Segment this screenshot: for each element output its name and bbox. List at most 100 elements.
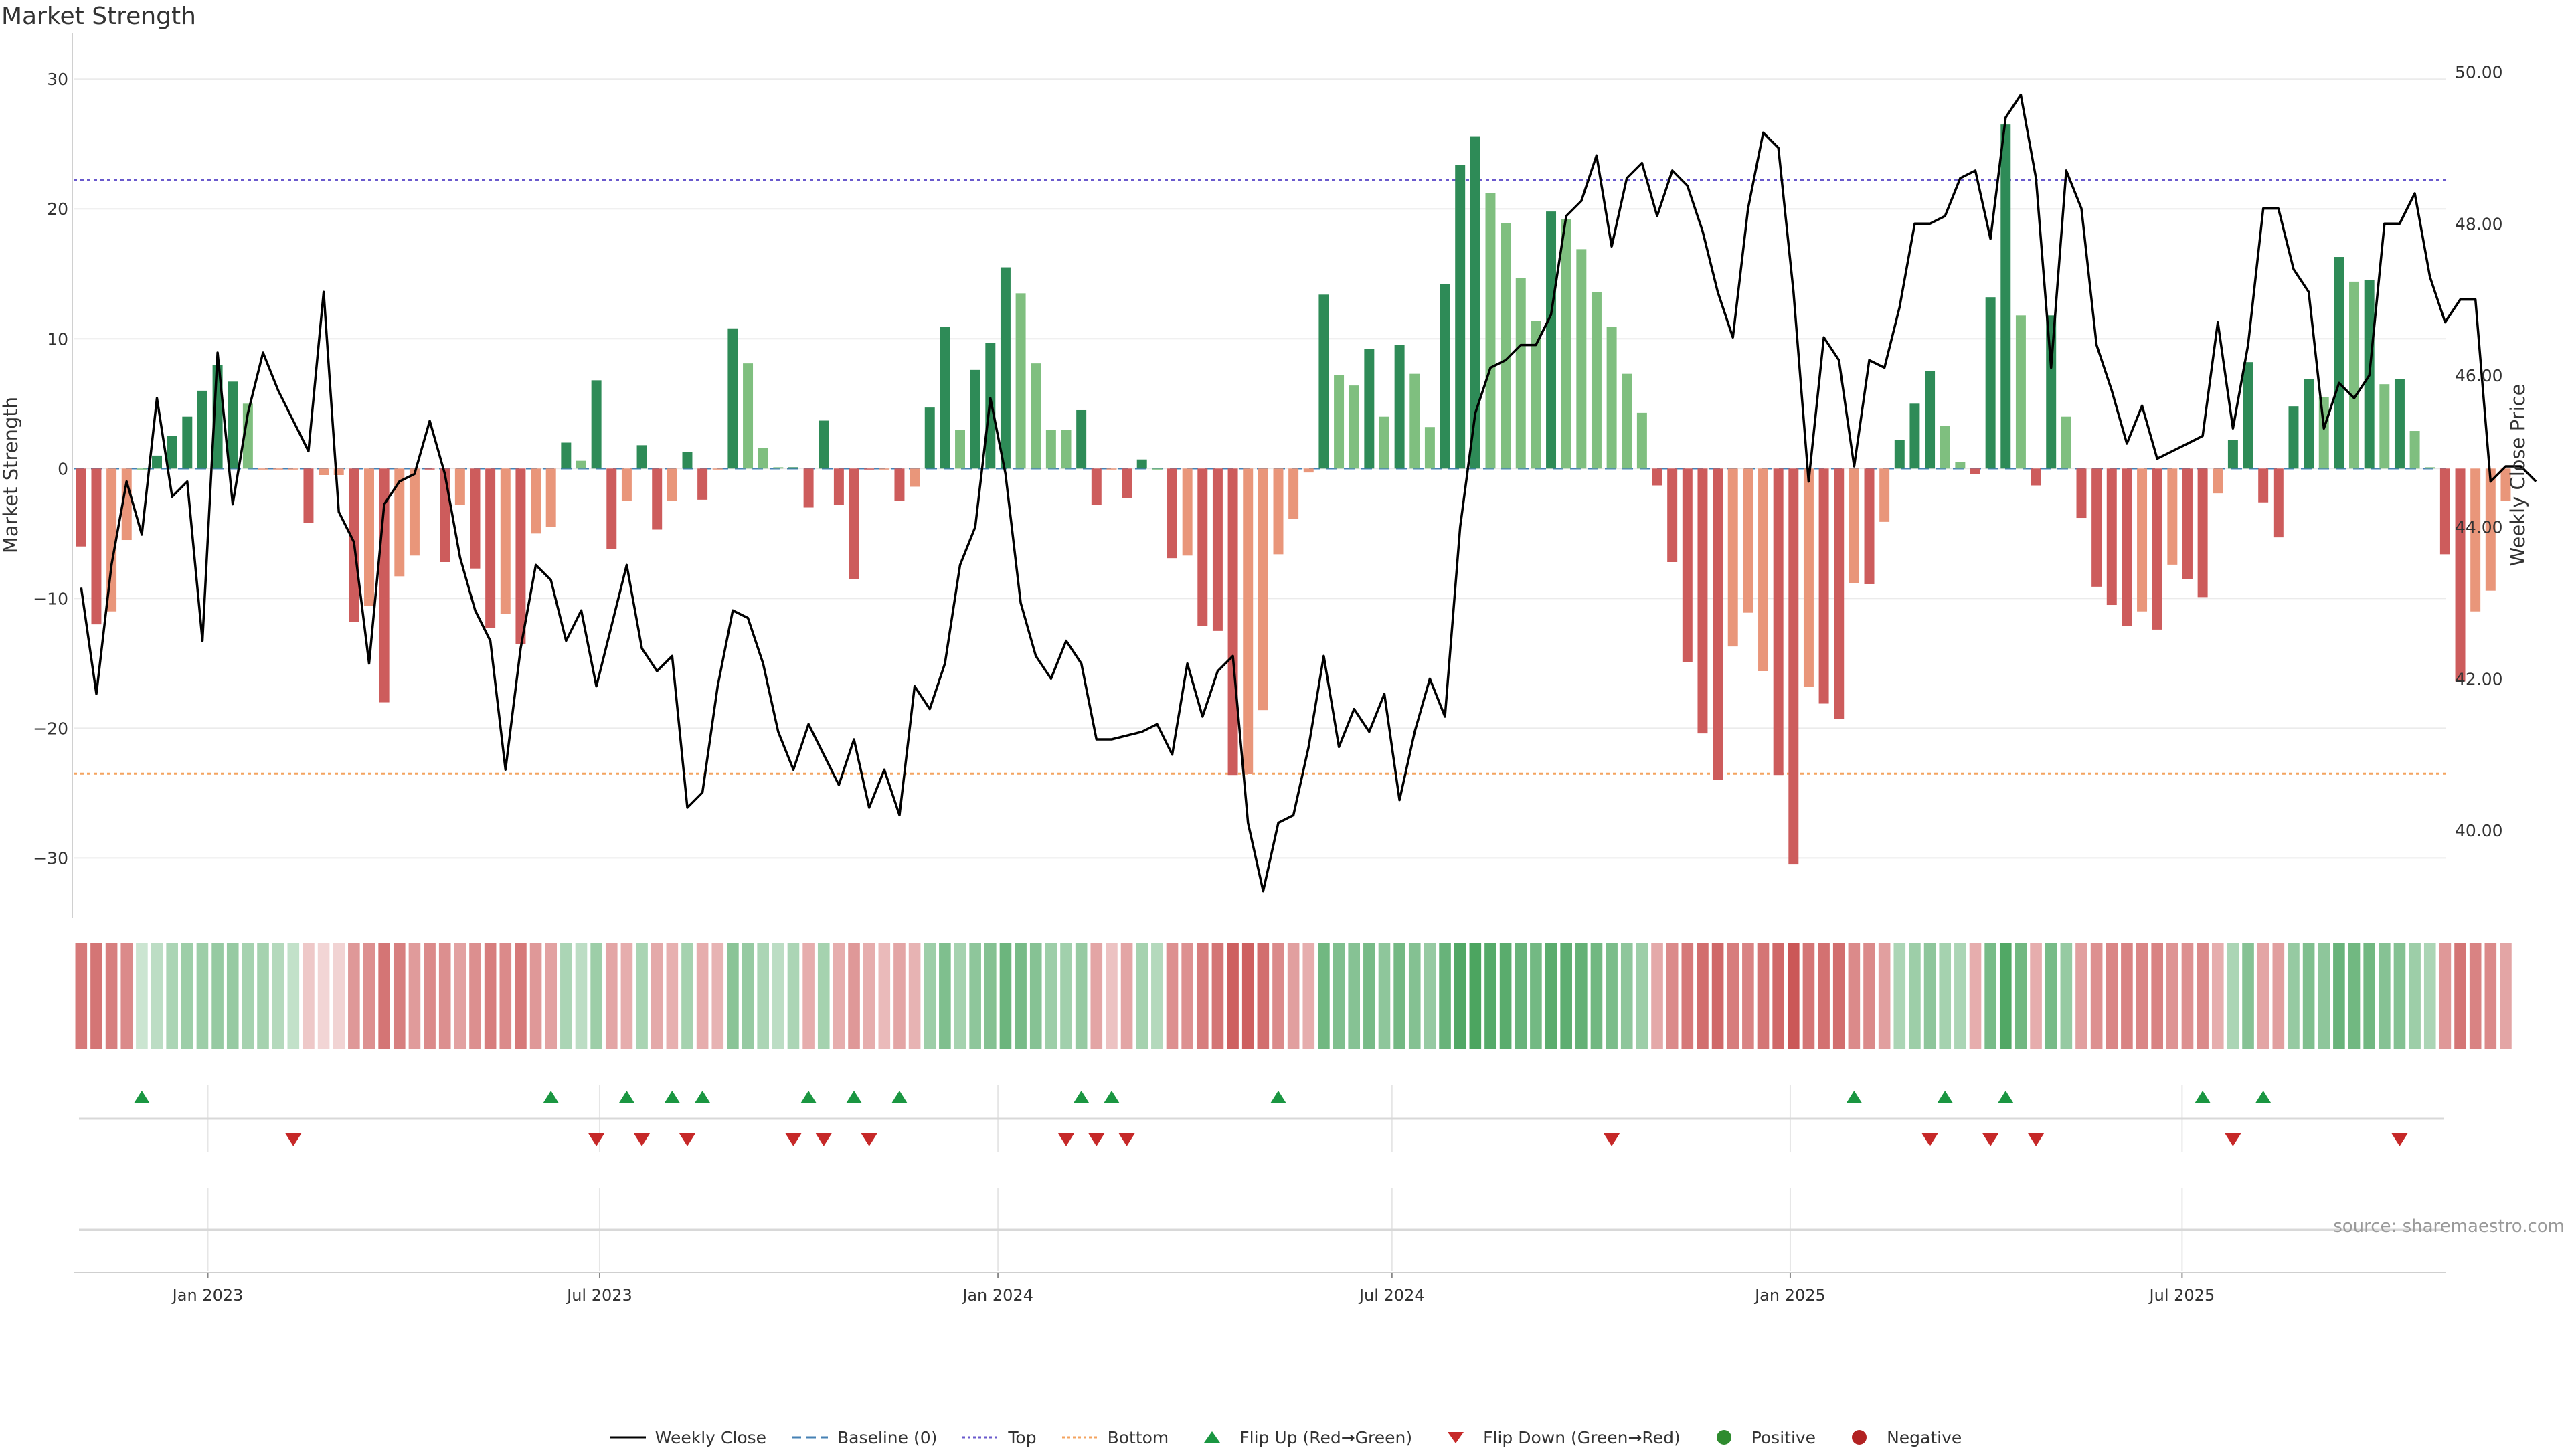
strength-bar xyxy=(924,407,935,469)
heat-strip-cell xyxy=(1727,943,1739,1049)
flip-down-marker xyxy=(588,1133,605,1146)
strength-bar xyxy=(1122,468,1132,498)
strength-bar xyxy=(2152,468,2162,630)
strength-bar xyxy=(2470,468,2481,612)
legend-item: Baseline (0) xyxy=(790,1428,937,1447)
heat-strip-cell xyxy=(681,943,693,1049)
y2-tick-label: 40.00 xyxy=(2455,821,2503,840)
strength-bar xyxy=(1288,468,1299,519)
heat-strip-cell xyxy=(696,943,709,1049)
heat-strip-cell xyxy=(378,943,390,1049)
strength-bar xyxy=(1803,468,1814,687)
strength-bar xyxy=(500,468,511,614)
strength-bar xyxy=(545,468,556,527)
heat-strip-cell xyxy=(1454,943,1466,1049)
strength-bar xyxy=(894,468,905,501)
strength-bar xyxy=(1576,249,1587,469)
heat-strip-cell xyxy=(2075,943,2087,1049)
y-tick-label: −20 xyxy=(33,719,68,738)
legend-swatch xyxy=(1716,1430,1731,1445)
heat-strip-cell xyxy=(303,943,315,1049)
strength-bar xyxy=(1697,468,1708,734)
strength-bar xyxy=(2076,468,2087,519)
flip-up-marker xyxy=(800,1091,817,1103)
strength-bar xyxy=(2106,468,2117,606)
flip-down-marker xyxy=(861,1133,877,1146)
heat-strip-cell xyxy=(272,943,284,1049)
strength-bar xyxy=(758,448,768,469)
flip-up-marker xyxy=(133,1091,150,1103)
flip-up-marker xyxy=(1270,1091,1286,1103)
heat-strip-cell xyxy=(1363,943,1375,1049)
heat-strip-cell xyxy=(120,943,133,1049)
strength-bar xyxy=(2091,468,2102,587)
heat-strip-cell xyxy=(1181,943,1193,1049)
heat-strip-cell xyxy=(1499,943,1512,1049)
strength-bar xyxy=(1955,462,1966,469)
heat-strip-cell xyxy=(1348,943,1361,1049)
heat-strip-cell xyxy=(317,943,330,1049)
strength-bar xyxy=(106,468,117,612)
strength-bar xyxy=(1561,219,1571,469)
heat-strip-cell xyxy=(1120,943,1133,1049)
flip-down-marker xyxy=(679,1133,695,1146)
strength-bar xyxy=(454,468,465,505)
strength-bar xyxy=(1864,468,1875,584)
heat-strip-cell xyxy=(908,943,921,1049)
heat-strip-cell xyxy=(1620,943,1633,1049)
strength-bar xyxy=(2046,315,2057,469)
heat-strip-cell xyxy=(1241,943,1254,1049)
strength-bar xyxy=(1652,468,1662,486)
heat-strip-cell xyxy=(1136,943,1148,1049)
strength-bar xyxy=(470,468,481,569)
strength-bar xyxy=(879,468,889,470)
flip-markers xyxy=(133,1091,2408,1146)
heat-strip-cell xyxy=(545,943,558,1049)
strength-bar xyxy=(1894,440,1905,469)
flip-down-marker xyxy=(785,1133,802,1146)
heat-strip-cell xyxy=(772,943,784,1049)
heat-strip-cell xyxy=(1606,943,1618,1049)
heat-strip-cell xyxy=(515,943,527,1049)
flip-down-marker xyxy=(2028,1133,2045,1146)
strength-bar xyxy=(1455,165,1466,469)
heat-strip-cell xyxy=(2302,943,2315,1049)
heat-strip-cell xyxy=(924,943,936,1049)
strength-bar xyxy=(258,468,268,470)
strength-bar xyxy=(1758,468,1769,671)
strength-bar xyxy=(1667,468,1678,562)
strength-bar xyxy=(2425,467,2435,469)
strength-bar xyxy=(137,468,147,470)
flip-up-marker xyxy=(543,1091,560,1103)
legend-swatch xyxy=(1204,1431,1221,1443)
legend-swatch-mark xyxy=(1716,1430,1731,1445)
legend-label: Negative xyxy=(1887,1427,1962,1447)
legend-swatch-mark xyxy=(1448,1432,1464,1443)
flip-up-marker xyxy=(2195,1091,2211,1103)
heat-strip-cell xyxy=(1424,943,1436,1049)
y2-tick-label: 48.00 xyxy=(2455,214,2503,234)
heat-strip-cell xyxy=(105,943,118,1049)
strength-bar xyxy=(1364,349,1375,469)
flip-down-marker xyxy=(2391,1133,2408,1146)
heat-strip-cell xyxy=(1318,943,1330,1049)
strength-bar xyxy=(1334,375,1345,469)
flip-up-marker xyxy=(2255,1091,2272,1103)
heat-strip-cell xyxy=(939,943,951,1049)
strength-bar xyxy=(2394,379,2405,469)
heat-strip-cell xyxy=(2257,943,2269,1049)
strength-bar xyxy=(1985,297,1996,469)
legend-swatch-mark xyxy=(1204,1431,1221,1443)
strength-bars xyxy=(76,124,2511,865)
strength-bar xyxy=(273,468,284,470)
strength-bar xyxy=(652,468,663,530)
strength-bar xyxy=(1091,468,1102,505)
x-tick-label: Jul 2025 xyxy=(2148,1286,2215,1305)
heat-strip-cell xyxy=(878,943,891,1049)
strength-bar xyxy=(2137,468,2148,612)
strength-bar xyxy=(1834,468,1845,719)
strength-bar xyxy=(1349,385,1359,469)
heat-strip-cell xyxy=(333,943,345,1049)
heat-strip-cell xyxy=(1257,943,1270,1049)
strength-bar xyxy=(1682,468,1693,662)
